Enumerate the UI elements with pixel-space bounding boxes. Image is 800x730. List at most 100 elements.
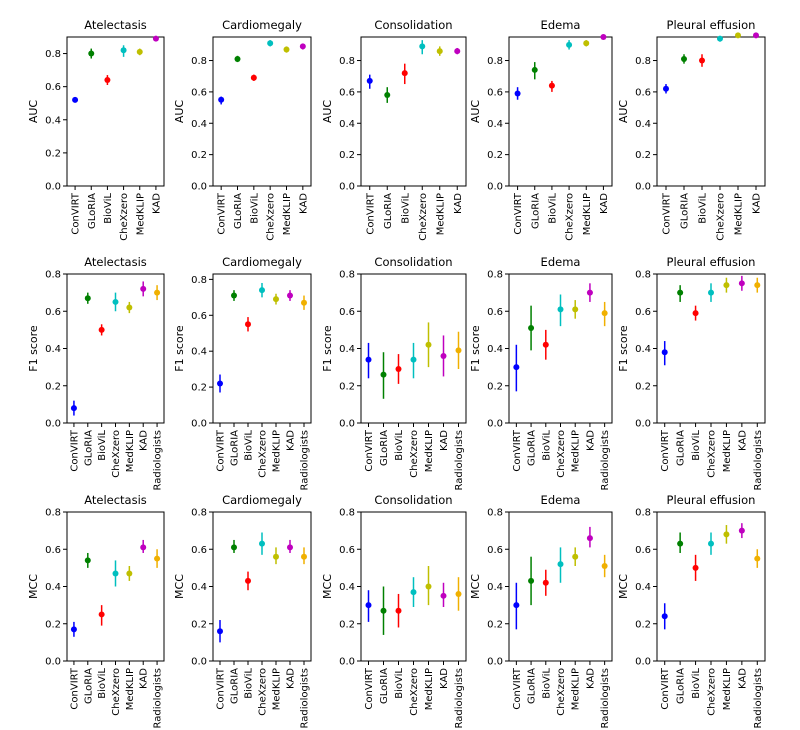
y-tick-label: 0.4: [45, 582, 61, 593]
x-tick-label: BioViL: [691, 668, 702, 699]
y-tick-label: 0.2: [487, 619, 503, 630]
y-tick-label: 0.0: [487, 419, 503, 430]
data-point: [401, 70, 408, 77]
x-tick-label: CheXzero: [258, 668, 269, 716]
chart-title: Consolidation: [374, 493, 452, 507]
x-tick-label: KAD: [286, 430, 297, 451]
x-tick-label: CheXzero: [556, 668, 567, 716]
y-tick-label: 0.6: [45, 82, 61, 93]
data-point: [677, 540, 684, 547]
y-axis-label: MCC: [173, 574, 186, 599]
x-tick-label: BioViL: [97, 668, 108, 699]
data-point: [440, 352, 447, 359]
x-tick-label: MedKLIP: [722, 430, 733, 472]
data-point: [217, 380, 223, 387]
x-tick-label: ConVIRT: [364, 667, 375, 709]
chart-title: Cardiomegaly: [222, 255, 302, 269]
x-tick-label: Radiologists: [600, 430, 611, 490]
x-tick-label: BioViL: [394, 430, 405, 461]
data-point: [454, 48, 461, 55]
y-tick-label: 0.6: [45, 307, 61, 318]
x-tick-label: BioViL: [547, 193, 558, 224]
y-tick-label: 0.0: [339, 419, 355, 430]
x-tick-label: MedKLIP: [272, 430, 283, 472]
data-point: [120, 47, 127, 54]
data-point: [154, 555, 161, 562]
y-tick-label: 0.0: [635, 419, 651, 430]
x-tick-label: ConVIRT: [71, 192, 82, 234]
y-tick-label: 0.8: [635, 270, 651, 281]
x-tick-label: MedKLIP: [125, 430, 136, 472]
x-tick-label: MedKLIP: [272, 668, 283, 710]
x-tick-label: CheXzero: [707, 668, 718, 716]
x-tick-label: ConVIRT: [513, 192, 524, 234]
x-tick-label: CheXzero: [716, 193, 727, 241]
x-tick-label: KAD: [139, 430, 150, 451]
data-point: [152, 35, 159, 42]
x-tick-label: MedKLIP: [734, 193, 745, 235]
data-point: [557, 561, 564, 568]
x-tick-label: KAD: [585, 430, 596, 451]
x-tick-label: CheXzero: [119, 193, 130, 241]
y-tick-label: 0.2: [339, 619, 355, 630]
data-point: [380, 607, 387, 614]
data-point: [283, 46, 290, 53]
data-point: [542, 579, 549, 586]
data-point: [112, 570, 119, 577]
data-point: [601, 563, 608, 570]
y-tick-label: 0.6: [487, 307, 503, 318]
y-tick-label: 0.6: [339, 87, 355, 98]
x-tick-label: CheXzero: [111, 668, 122, 716]
y-tick-label: 0.2: [635, 619, 651, 630]
data-point: [557, 306, 564, 313]
x-tick-label: KAD: [439, 668, 450, 689]
data-point: [754, 555, 761, 562]
data-point: [681, 55, 687, 62]
y-tick-label: 0.0: [45, 419, 61, 430]
plot-frame: [360, 36, 467, 187]
y-axis-label: AUC: [321, 100, 334, 124]
y-tick-label: 0.8: [45, 49, 61, 60]
plot-frame: [66, 36, 165, 187]
data-point: [104, 77, 111, 84]
x-tick-label: ConVIRT: [69, 429, 80, 471]
plot-frame: [212, 36, 312, 187]
y-tick-label: 0.0: [45, 657, 61, 668]
x-tick-label: GLoRIA: [83, 430, 94, 466]
y-tick-label: 0.8: [45, 270, 61, 281]
y-tick-label: 0.6: [487, 87, 503, 98]
x-tick-label: MedKLIP: [571, 668, 582, 710]
x-tick-label: BioViL: [244, 430, 255, 461]
data-point: [583, 40, 590, 47]
y-tick-label: 0.6: [487, 545, 503, 556]
data-point: [136, 48, 143, 55]
x-tick-label: CheXzero: [266, 193, 277, 241]
x-tick-label: MedKLIP: [722, 668, 733, 710]
x-tick-label: ConVIRT: [512, 429, 523, 471]
y-tick-label: 0.4: [191, 347, 207, 358]
y-tick-label: 0.4: [339, 582, 355, 593]
data-point: [88, 50, 95, 57]
x-tick-label: KAD: [453, 193, 464, 214]
y-axis-label: AUC: [173, 100, 186, 124]
x-tick-label: KAD: [599, 193, 610, 214]
data-point: [600, 34, 607, 40]
data-point: [692, 564, 699, 571]
x-tick-label: ConVIRT: [512, 667, 523, 709]
x-tick-label: GLoRIA: [379, 430, 390, 466]
y-axis-label: MCC: [617, 574, 630, 599]
y-tick-label: 0.2: [339, 381, 355, 392]
x-tick-label: MedKLIP: [282, 193, 293, 235]
y-tick-label: 0.4: [339, 344, 355, 355]
x-tick-label: KAD: [298, 193, 309, 214]
x-tick-label: Radiologists: [454, 430, 465, 490]
x-tick-label: KAD: [752, 193, 763, 214]
data-point: [245, 321, 251, 328]
x-tick-label: KAD: [439, 430, 450, 451]
chart-title: Edema: [541, 18, 581, 32]
chart-title: Atelectasis: [84, 255, 147, 269]
data-point: [531, 66, 538, 73]
y-tick-label: 0.0: [191, 419, 207, 430]
x-tick-label: CheXzero: [565, 193, 576, 241]
data-point: [395, 607, 402, 614]
